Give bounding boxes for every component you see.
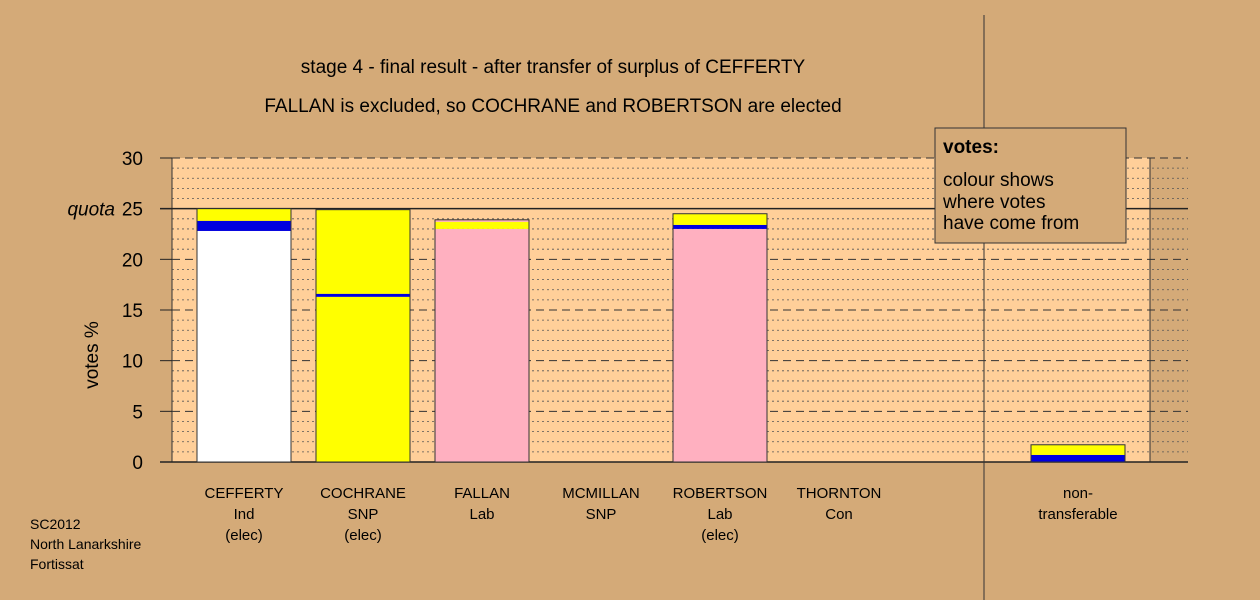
bar-segment [1031, 444, 1125, 455]
category-label: COCHRANE [320, 485, 406, 502]
category-label: (elec) [344, 527, 382, 544]
category-label: non- [1063, 485, 1093, 502]
y-tick-label: 20 [122, 250, 143, 271]
bar-segment [197, 208, 291, 221]
category-label: Lab [707, 506, 732, 523]
y-ticks: 0 5 10 15 20 25 30 quota [67, 149, 172, 474]
legend: votes: colour shows where votes have com… [934, 127, 1127, 244]
bar-segment [1031, 454, 1125, 462]
y-tick-label: 30 [122, 149, 143, 170]
category-labels: CEFFERTY Ind (elec) COCHRANE SNP (elec) FALLAN… [205, 485, 1118, 544]
legend-title: votes: [943, 137, 999, 158]
quota-label: quota [67, 200, 115, 221]
category-label: Con [825, 506, 853, 523]
legend-line: where votes [942, 192, 1045, 213]
chart-subtitle: FALLAN is excluded, so COCHRANE and ROBE… [264, 96, 841, 117]
legend-box [934, 127, 1127, 244]
bar-segment [673, 224, 767, 229]
legend-line: colour shows [943, 170, 1054, 191]
footer-line: North Lanarkshire [30, 536, 141, 552]
category-label: MCMILLAN [562, 485, 640, 502]
category-label: THORNTON [797, 485, 882, 502]
bar-segment [435, 228, 529, 462]
y-tick-label: 10 [122, 352, 143, 373]
bar-outline [1030, 444, 1126, 463]
bar-outline [672, 213, 768, 463]
bar-segment [316, 209, 410, 294]
bar-outline [315, 209, 411, 463]
bar-segment [435, 219, 529, 222]
footer-line: Fortissat [30, 556, 84, 572]
category-label: SNP [348, 506, 379, 523]
y-axis-label: votes % [82, 321, 103, 389]
bar-outline [196, 208, 292, 463]
category-label: CEFFERTY [205, 485, 284, 502]
category-label: FALLAN [454, 485, 510, 502]
bar-outline [434, 219, 530, 463]
category-label: SNP [586, 506, 617, 523]
bars [196, 208, 1126, 463]
category-label: transferable [1038, 506, 1117, 523]
category-label: (elec) [701, 527, 739, 544]
bar-segment [197, 230, 291, 462]
y-tick-label: 25 [122, 200, 143, 221]
bar-segment [197, 220, 291, 231]
bar-segment [673, 213, 767, 225]
chart-title: stage 4 - final result - after transfer … [301, 57, 806, 78]
legend-line: have come from [943, 213, 1079, 234]
category-label: (elec) [225, 527, 263, 544]
category-label: ROBERTSON [673, 485, 768, 502]
category-label: Lab [469, 506, 494, 523]
y-tick-label: 15 [122, 301, 143, 322]
y-tick-label: 0 [132, 453, 143, 474]
y-tick-label: 5 [132, 402, 143, 423]
bar-segment [316, 296, 410, 462]
bar-segment [673, 228, 767, 462]
bar-segment [435, 221, 529, 229]
bar-segment [316, 293, 410, 297]
footer-line: SC2012 [30, 516, 81, 532]
category-label: Ind [234, 506, 255, 523]
